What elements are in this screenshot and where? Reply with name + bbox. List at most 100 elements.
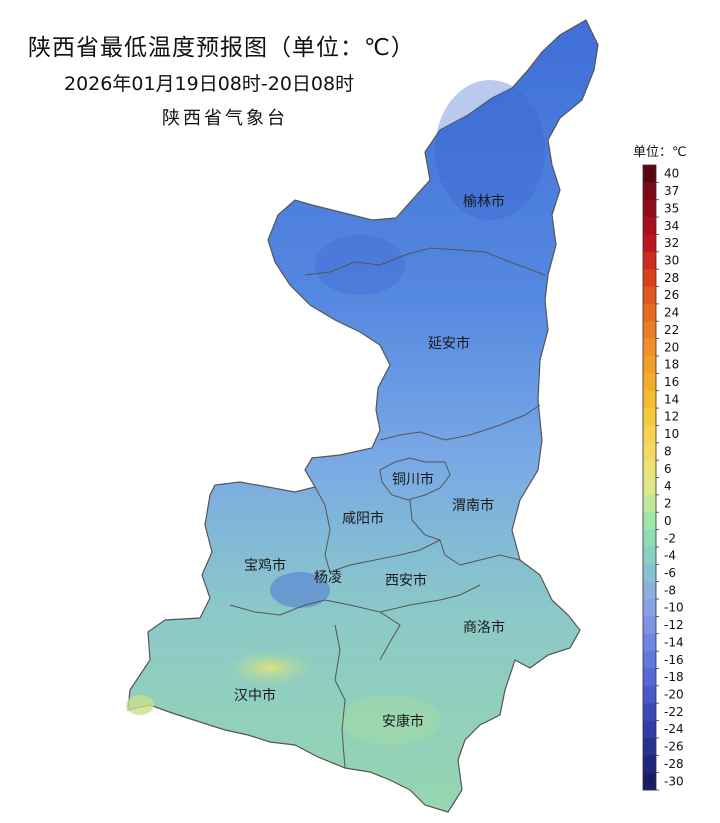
forecast-period: 2026年01月19日08时-20日08时 — [64, 73, 355, 95]
legend-swatch — [643, 720, 656, 739]
legend-swatch — [643, 581, 656, 600]
legend-tick-label: 35 — [664, 201, 679, 215]
legend-tick-label: -14 — [664, 635, 684, 649]
legend-swatch — [643, 217, 656, 235]
city-label-xian: 西安市 — [385, 572, 427, 589]
legend-tick-label: 10 — [664, 427, 679, 441]
cold-patch-baoji — [270, 572, 330, 608]
legend-tick-label: -30 — [664, 774, 684, 788]
legend-swatch — [643, 633, 656, 652]
legend-swatch — [643, 321, 656, 339]
boundary-hanzhong-ankang — [334, 624, 346, 769]
legend-swatch — [643, 599, 656, 617]
legend-swatch — [643, 703, 656, 721]
city-label-baoji: 宝鸡市 — [244, 557, 286, 574]
boundary-tongchuan — [379, 457, 451, 501]
legend-tick-label: -2 — [664, 531, 676, 545]
legend-swatch — [643, 390, 656, 409]
legend-tick-label: -18 — [664, 670, 684, 684]
legend-tick-label: 34 — [664, 219, 679, 233]
legend-tick-label: -10 — [664, 601, 684, 615]
warm-spot-hanzhong — [225, 650, 315, 686]
legend-tick-label: -24 — [664, 722, 684, 736]
legend-tick-label: 4 — [664, 479, 672, 493]
legend-swatch — [643, 772, 656, 791]
legend-tick-label: 26 — [664, 288, 679, 302]
legend-tick-label: 20 — [664, 340, 679, 354]
legend-tick-label: -12 — [664, 618, 684, 632]
city-boundaries — [229, 247, 546, 769]
legend-tick-label: 14 — [664, 392, 679, 406]
legend-tick-label: 6 — [664, 462, 672, 476]
legend-tick-label: 24 — [664, 306, 679, 320]
legend-swatch — [643, 269, 656, 287]
legend-swatch — [643, 373, 656, 391]
legend-swatch — [643, 442, 656, 461]
legend-tick-label: 12 — [664, 410, 679, 424]
legend-tick-label: 22 — [664, 323, 679, 337]
legend-swatch — [643, 286, 656, 305]
legend-swatch — [643, 460, 656, 478]
city-label-weinan: 渭南市 — [452, 497, 494, 514]
warm-spot-ankang — [340, 695, 440, 745]
boundary-xianyang-west — [314, 486, 331, 573]
legend-tick-label: 0 — [664, 514, 672, 528]
city-label-shangluo: 商洛市 — [463, 619, 505, 636]
legend-tick-label: -8 — [664, 583, 676, 597]
legend-tick-label: 18 — [664, 358, 679, 372]
legend-tick-label: -22 — [664, 705, 684, 719]
legend-tick-label: -20 — [664, 688, 684, 702]
legend-tick-label: -6 — [664, 566, 676, 580]
legend-tick-label: -16 — [664, 653, 684, 667]
boundary-yanan-south — [379, 404, 541, 441]
legend-swatch — [643, 355, 656, 374]
legend-tick-label: 8 — [664, 444, 672, 458]
legend-swatch — [643, 616, 656, 635]
boundary-shangluo — [379, 611, 401, 661]
city-label-tongchuan: 铜川市 — [392, 471, 434, 488]
legend-tick-label: -28 — [664, 757, 684, 771]
legend-swatch — [643, 165, 656, 183]
boundary-xian-south — [304, 584, 481, 613]
agency-name: 陕西省气象台 — [162, 108, 288, 129]
legend-swatch — [643, 234, 656, 253]
legend-tick-label: -26 — [664, 740, 684, 754]
legend-swatch — [643, 408, 656, 426]
legend-unit-label: 单位：℃ — [633, 145, 687, 160]
legend-tick-label: -4 — [664, 549, 676, 563]
legend-swatch — [643, 199, 656, 218]
legend-swatch — [643, 546, 656, 565]
legend-swatch — [643, 685, 656, 704]
legend-swatch — [643, 755, 656, 773]
cold-patch-west — [315, 235, 405, 295]
boundary-xianyang-weinan — [409, 499, 461, 566]
city-label-xianyang: 咸阳市 — [342, 510, 384, 527]
legend-swatch — [643, 668, 656, 687]
legend-tick-label: 16 — [664, 375, 679, 389]
legend-swatch — [643, 182, 656, 201]
city-label-yangling: 杨凌 — [314, 570, 342, 586]
boundary-xian-north — [329, 539, 441, 573]
legend-tick-label: 2 — [664, 497, 672, 511]
legend-swatch — [643, 512, 656, 530]
city-label-hanzhong: 汉中市 — [234, 687, 276, 704]
legend-swatch — [643, 425, 656, 444]
legend-swatch — [643, 737, 656, 756]
legend-swatch — [643, 338, 656, 357]
legend-tick-label: 30 — [664, 253, 679, 267]
legend-swatch — [643, 651, 656, 669]
boundary-yulin-yanan — [304, 247, 546, 276]
page-title: 陕西省最低温度预报图（单位：℃） — [28, 35, 415, 61]
legend-tick-label: 28 — [664, 271, 679, 285]
legend-swatch — [643, 477, 656, 496]
legend-tick-label: 32 — [664, 236, 679, 250]
city-label-ankang: 安康市 — [382, 713, 424, 730]
warm-spot-west — [126, 695, 154, 715]
legend-swatch — [643, 564, 656, 582]
city-label-yanan: 延安市 — [428, 335, 470, 352]
city-label-yulin: 榆林市 — [463, 193, 505, 210]
cold-patch-north — [435, 80, 545, 220]
legend-swatch — [643, 529, 656, 548]
legend-swatch — [643, 303, 656, 322]
